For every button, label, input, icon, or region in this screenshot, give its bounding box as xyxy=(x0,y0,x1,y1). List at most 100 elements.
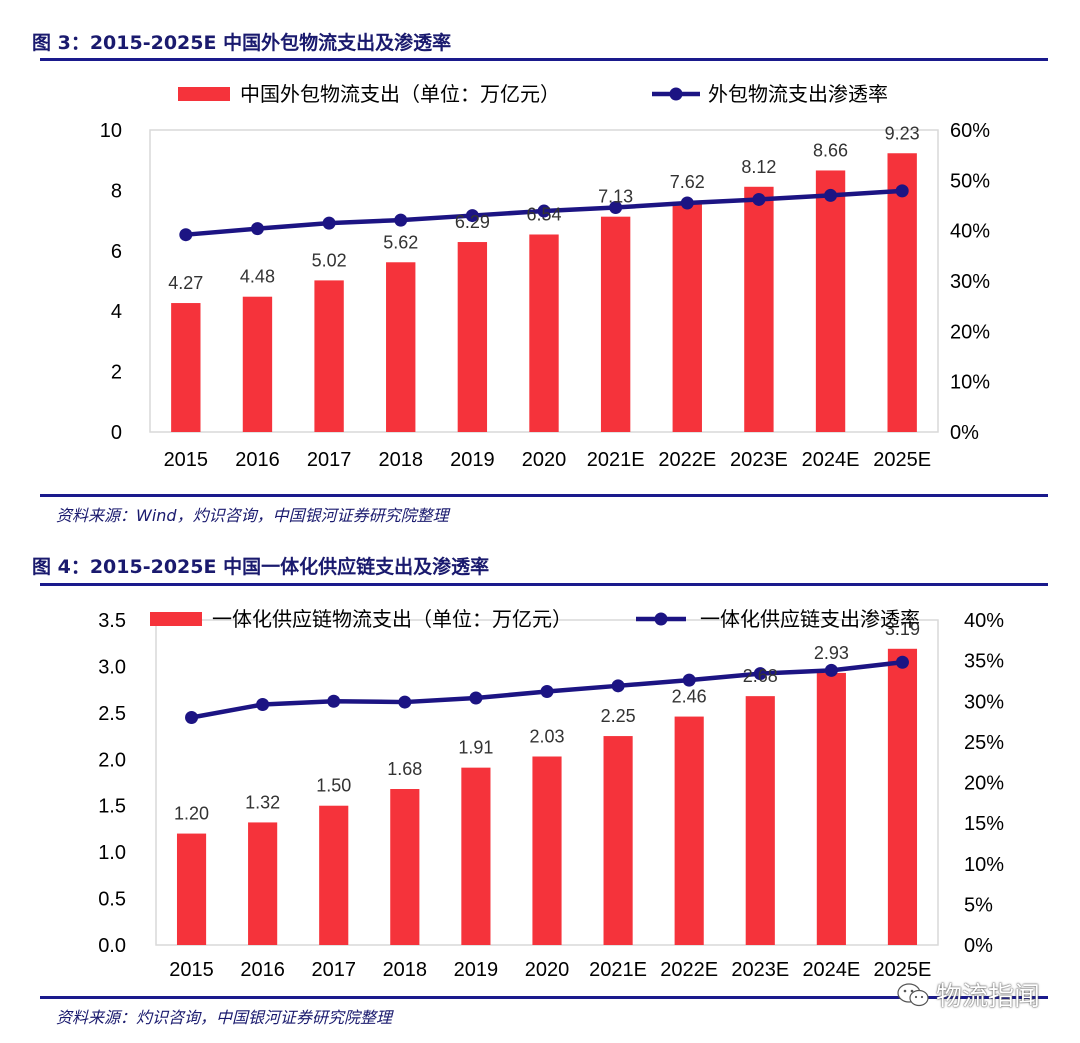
bar-value-label: 8.66 xyxy=(813,140,848,160)
bar-value-label: 1.50 xyxy=(316,776,351,796)
right-axis-tick-label: 40% xyxy=(964,610,1004,632)
category-label: 2021E xyxy=(587,449,645,471)
category-label: 2023E xyxy=(730,449,788,471)
line-point xyxy=(185,711,199,724)
line-point xyxy=(540,685,554,698)
bar-value-label: 5.62 xyxy=(383,232,418,252)
bar-value-label: 4.27 xyxy=(168,273,203,293)
bar-value-label: 9.23 xyxy=(885,123,920,143)
line-point xyxy=(680,196,694,210)
line-point xyxy=(537,204,551,218)
left-axis-tick-label: 0 xyxy=(111,422,122,444)
bar-value-label: 6.54 xyxy=(526,204,561,224)
bar xyxy=(887,153,917,432)
bar xyxy=(532,756,562,945)
bar xyxy=(529,234,559,432)
line-point xyxy=(469,691,483,705)
bar-value-label: 1.32 xyxy=(245,792,280,812)
bar xyxy=(176,833,207,945)
right-axis-tick-label: 25% xyxy=(964,732,1004,754)
legend-bar-swatch xyxy=(178,87,230,101)
bar xyxy=(672,201,702,432)
left-axis-tick-label: 3.5 xyxy=(98,610,126,632)
left-axis-tick-label: 3.0 xyxy=(98,656,126,678)
left-axis-tick-label: 2.0 xyxy=(98,749,126,771)
watermark: 物流指闻 xyxy=(896,976,1040,1013)
category-label: 2017 xyxy=(311,959,356,981)
figure-4-bottom-rule xyxy=(40,996,1048,999)
left-axis-tick-label: 0.0 xyxy=(98,935,126,957)
line-point xyxy=(327,694,341,708)
category-label: 2015 xyxy=(169,959,214,981)
bar-value-label: 7.62 xyxy=(670,172,705,192)
right-axis-tick-label: 10% xyxy=(950,372,990,394)
left-axis-tick-label: 8 xyxy=(111,180,122,202)
right-axis-tick-label: 20% xyxy=(964,773,1004,795)
bar-value-label: 3.19 xyxy=(885,619,920,639)
line-point xyxy=(895,655,909,669)
line-point xyxy=(394,213,408,227)
left-axis-tick-label: 0.5 xyxy=(98,889,126,911)
category-label: 2022E xyxy=(660,959,718,981)
figure-3-chart: 0 2 4 6 8 10 0% 10% 20% 30% 40% 50% 60% 2015 2016 2017 2… xyxy=(100,82,990,471)
left-axis-tick-label: 1.0 xyxy=(98,842,126,864)
category-label: 2024E xyxy=(802,959,860,981)
wechat-icon xyxy=(897,982,929,1006)
line-point xyxy=(250,222,264,236)
bar xyxy=(603,736,633,945)
right-axis-tick-label: 0% xyxy=(950,422,979,444)
bar xyxy=(461,767,491,945)
category-label: 2025E xyxy=(874,959,932,981)
figure-4-chart: 0.0 0.5 1.0 1.5 2.0 2.5 3.0 3.5 0% 5% 10% 15% 20% 25%… xyxy=(98,607,1004,981)
right-axis-tick-label: 50% xyxy=(950,170,990,192)
line-point xyxy=(824,663,838,677)
watermark-text: 物流指闻 xyxy=(936,982,1041,1012)
right-axis-tick-label: 30% xyxy=(950,271,990,293)
category-label: 2015 xyxy=(164,449,209,471)
right-axis-tick-label: 5% xyxy=(964,894,993,916)
line-point xyxy=(609,201,623,215)
right-axis-tick-label: 10% xyxy=(964,854,1004,876)
line-point xyxy=(895,184,909,198)
legend-line-marker xyxy=(654,612,668,626)
bar xyxy=(745,696,775,945)
bar-value-label: 2.46 xyxy=(672,687,707,707)
bar-value-label: 2.03 xyxy=(529,727,564,747)
bar xyxy=(815,170,846,432)
figure-4-caption: 图 4：2015-2025E 中国一体化供应链支出及渗透率 xyxy=(32,556,490,578)
figure-4-source: 资料来源：灼识咨询，中国银河证券研究院整理 xyxy=(56,1008,393,1027)
legend-line-marker xyxy=(669,87,683,101)
category-label: 2023E xyxy=(731,959,789,981)
left-axis-tick-label: 4 xyxy=(111,301,122,323)
bar xyxy=(248,822,278,945)
bar-value-label: 8.12 xyxy=(741,157,776,177)
bar-value-label: 2.25 xyxy=(601,706,636,726)
line-point xyxy=(256,698,270,711)
bar-value-label: 2.93 xyxy=(814,643,849,663)
line-point xyxy=(824,188,838,202)
bar-value-label: 1.91 xyxy=(458,738,493,758)
bar xyxy=(386,262,416,432)
category-label: 2020 xyxy=(522,449,567,471)
legend-bar-swatch xyxy=(150,612,202,626)
category-label: 2018 xyxy=(378,449,423,471)
line-point xyxy=(322,216,336,230)
category-label: 2018 xyxy=(383,959,428,981)
bar xyxy=(816,672,846,945)
right-axis-tick-label: 15% xyxy=(964,813,1004,835)
legend-line-label: 一体化供应链支出渗透率 xyxy=(700,607,920,631)
category-label: 2016 xyxy=(235,449,280,471)
bar-value-label: 6.29 xyxy=(455,212,490,232)
bar xyxy=(390,789,420,945)
bar xyxy=(600,216,631,432)
legend-line-label: 外包物流支出渗透率 xyxy=(708,82,888,106)
line-point xyxy=(465,209,479,223)
category-label: 2022E xyxy=(658,449,716,471)
left-axis-tick-label: 1.5 xyxy=(98,796,126,818)
legend-bar-label: 中国外包物流支出（单位：万亿元） xyxy=(240,82,560,106)
category-label: 2020 xyxy=(525,959,570,981)
bar xyxy=(457,242,488,432)
category-label: 2019 xyxy=(450,449,495,471)
line-point xyxy=(752,192,766,206)
left-axis-tick-label: 6 xyxy=(111,241,122,263)
